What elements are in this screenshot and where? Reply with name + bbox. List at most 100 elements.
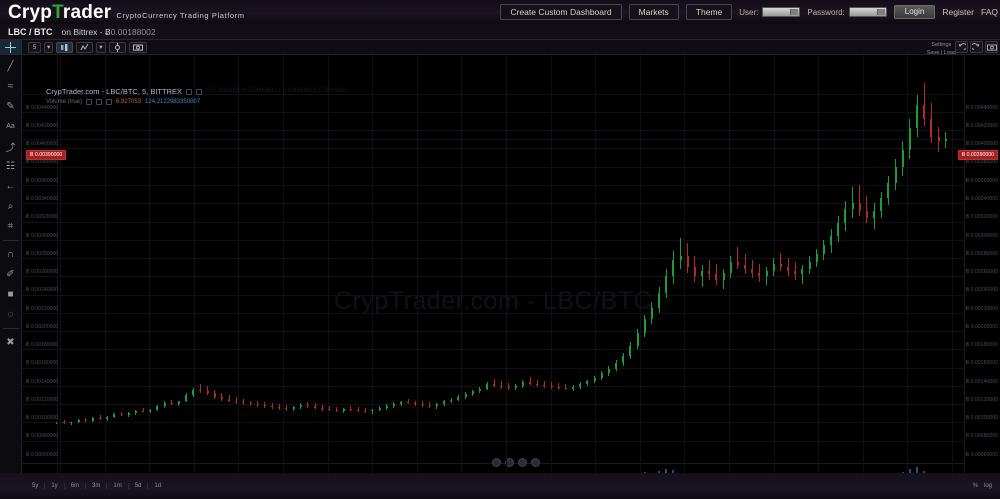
zoom-tool[interactable]: ⌕	[7, 201, 14, 212]
chart-shell: 5 ▾ ▾ Settings Save | Load	[0, 39, 1000, 499]
pair-symbol[interactable]: LBC / BTC	[8, 26, 53, 37]
trendline-tool[interactable]: ╱	[7, 61, 14, 72]
password-input[interactable]	[848, 7, 887, 17]
price-axis-left[interactable]: Ƀ 0.00440000 Ƀ 0.00420000 Ƀ 0.00400000 Ƀ 0.…	[22, 55, 67, 499]
fib-tool[interactable]: ≈	[7, 81, 14, 92]
price-tick-label: Ƀ 0.00140000	[965, 378, 998, 385]
range-buttons: 5y 1y 6m 3m 1m 5d 1d	[0, 483, 167, 489]
eraser-tool[interactable]: ✐	[6, 269, 15, 280]
interval-caret-icon[interactable]: ▾	[44, 41, 54, 53]
grid-line-vertical	[193, 55, 195, 499]
crosshair-icon[interactable]	[0, 39, 22, 55]
range-button-1d[interactable]: 1d	[154, 483, 162, 489]
price-tick-label: Ƀ 0.00280000	[965, 250, 998, 257]
brand-tagline: CryptoCurrency Trading Platform	[116, 10, 245, 20]
password-label: Password:	[807, 7, 845, 17]
range-button-5y[interactable]: 5y	[26, 483, 46, 489]
grid-line-horizontal	[22, 130, 964, 132]
legend-volume-label: Volume (true)	[46, 98, 83, 105]
legend-volume-b: 124.2122983350007	[145, 98, 201, 105]
camera-icon[interactable]	[128, 41, 147, 53]
history-buttons	[955, 41, 998, 53]
remove-tool[interactable]: ✖	[6, 337, 15, 348]
price-tick-label: Ƀ 0.00200000	[26, 323, 59, 330]
log-scale-icon[interactable]: log	[983, 483, 992, 489]
volume-settings-icon[interactable]	[96, 99, 103, 106]
snapshot-camera-icon[interactable]	[985, 41, 998, 53]
price-tick-label: Ƀ 0.00360000	[965, 177, 998, 184]
interval-button[interactable]: 5	[28, 41, 41, 53]
legend-title-row: CrypTrader.com - LBC/BTC, 5, BITTREX O 0…	[46, 86, 348, 98]
grid-line-horizontal	[22, 349, 964, 351]
volume-close-icon[interactable]	[106, 99, 113, 106]
grid-line-vertical	[60, 55, 61, 499]
grid-line-vertical	[506, 55, 507, 499]
chart-canvas[interactable]: CrypTrader.com - LBC/BTC	[22, 55, 964, 499]
price-tick-label: Ƀ 0.00400000	[965, 141, 998, 148]
pair-price-symbol: Ƀ	[104, 26, 111, 37]
price-tick-label: Ƀ 0.00060000	[26, 451, 59, 458]
login-button[interactable]: Login	[893, 5, 936, 19]
range-button-6m[interactable]: 6m	[65, 483, 87, 489]
chart-settings: Settings Save | Load	[927, 41, 956, 58]
legend-settings-icon[interactable]	[196, 88, 202, 95]
create-custom-dashboard-button[interactable]: Create Custom Dashboard	[500, 3, 622, 21]
grid-line-horizontal	[22, 258, 964, 260]
magnet-tool[interactable]: ∩	[6, 249, 15, 260]
candlestick-icon[interactable]	[56, 41, 74, 53]
faq-link[interactable]: FAQ	[980, 7, 998, 17]
grid-line-horizontal	[22, 111, 964, 113]
grid-line-horizontal	[22, 184, 964, 186]
markets-button[interactable]: Markets	[628, 3, 679, 21]
pair-exchange: on Bittrex - Ƀ0.00188002	[61, 26, 156, 37]
chart-marker[interactable]	[531, 458, 540, 467]
range-button-1m[interactable]: 1m	[107, 483, 129, 489]
hide-tool[interactable]: ◌	[7, 309, 14, 320]
legend-eye-icon[interactable]	[186, 88, 192, 95]
price-tick-label: Ƀ 0.00260000	[26, 269, 59, 276]
grid-line-horizontal	[22, 367, 964, 369]
grid-line-vertical	[862, 55, 864, 499]
grid-line-horizontal	[22, 440, 964, 442]
legend-ohlc: O 0.0000000 H 0.0000000 L 0.0000000 C 0.…	[206, 88, 348, 95]
register-link[interactable]: Register	[942, 7, 974, 17]
range-button-3m[interactable]: 3m	[86, 483, 108, 489]
chart-marker[interactable]	[505, 458, 514, 467]
top-nav: Create Custom Dashboard Markets Theme Us…	[500, 0, 1000, 24]
text-tool[interactable]: Aa	[6, 123, 15, 130]
indicators-caret-icon[interactable]: ▾	[96, 41, 106, 53]
pattern-tool[interactable]: ☷	[6, 161, 15, 172]
price-tick-label: Ƀ 0.00140000	[26, 378, 59, 385]
chart-marker[interactable]	[492, 458, 501, 467]
redo-icon[interactable]	[970, 41, 983, 53]
brand-logo[interactable]: CrypTrader CryptoCurrency Trading Platfo…	[0, 3, 245, 22]
range-button-5d[interactable]: 5d	[129, 483, 149, 489]
price-tick-label: Ƀ 0.00360000	[26, 177, 59, 184]
drawing-tool-rail: ╱ ≈ ✎ Aa ⤴ ☷ ← ⌕ ⌗ ∩ ✐ ■ ◌ ✖	[0, 55, 22, 499]
user-input[interactable]	[762, 7, 801, 17]
gear-icon[interactable]	[108, 41, 126, 53]
lock-tool[interactable]: ■	[7, 289, 14, 300]
fullscreen-icon[interactable]: %	[972, 483, 978, 489]
chart-marker[interactable]	[518, 458, 527, 467]
indicators-icon[interactable]	[76, 41, 94, 53]
range-button-1y[interactable]: 1y	[45, 483, 65, 489]
brush-tool[interactable]: ✎	[6, 101, 15, 112]
settings-save-load[interactable]: Save | Load	[926, 50, 956, 57]
price-axis-right[interactable]: Ƀ 0.00440000 Ƀ 0.00420000 Ƀ 0.00400000 Ƀ 0.…	[957, 55, 1000, 499]
grid-line-horizontal	[22, 221, 964, 223]
undo-icon[interactable]	[955, 41, 968, 53]
grid-line-vertical	[773, 55, 775, 499]
arrow-tool[interactable]: ←	[5, 181, 16, 192]
grid-line-vertical	[416, 55, 418, 499]
shapes-tool[interactable]: ⤴	[5, 143, 16, 154]
grid-line-vertical	[104, 55, 106, 499]
password-field-group: Password:	[807, 7, 887, 17]
price-tick-label: Ƀ 0.00060000	[965, 451, 998, 458]
measure-tool[interactable]: ⌗	[7, 221, 14, 232]
grid-line-horizontal	[22, 331, 964, 333]
theme-button[interactable]: Theme	[685, 3, 733, 21]
grid-line-horizontal	[22, 312, 964, 314]
volume-eye-icon[interactable]	[86, 99, 93, 106]
price-tick-label: Ƀ 0.00300000	[26, 232, 59, 239]
